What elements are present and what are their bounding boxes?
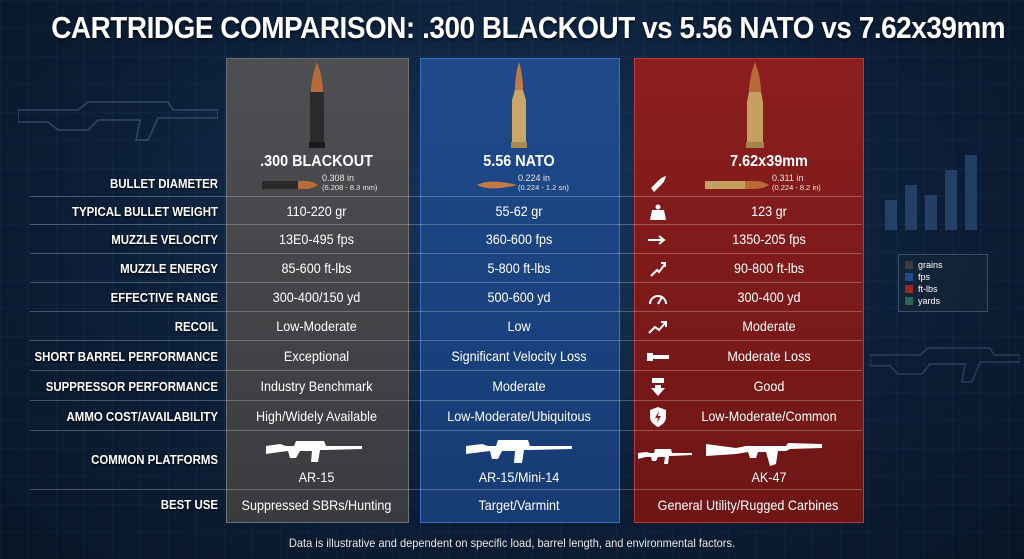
- label-bullet-diameter: BULLET DIAMETER: [109, 176, 218, 191]
- row-divider: [30, 370, 862, 371]
- cell-suppressor-300: Industry Benchmark: [260, 378, 373, 394]
- header-762x39: 7.62x39mm: [730, 153, 808, 170]
- legend-label: grains: [918, 260, 943, 270]
- small-ar-rifle-icon: [638, 449, 692, 464]
- row-divider: [30, 282, 862, 283]
- bullet-icon: [644, 174, 672, 194]
- legend: grains fps ft-lbs yards: [898, 254, 988, 312]
- barrel-icon: [644, 347, 672, 367]
- gauge-icon: [644, 288, 672, 308]
- label-muzzle-velocity: MUZZLE VELOCITY: [111, 232, 218, 247]
- cartridge-300-blackout-icon: [309, 62, 325, 148]
- cell-ammo-762: Low-Moderate/Common: [701, 408, 837, 424]
- cell-ammo-556: Low-Moderate/Ubiquitous: [447, 408, 591, 424]
- row-divider: [30, 489, 862, 490]
- cell-ammo-300: High/Widely Available: [256, 408, 377, 424]
- legend-item: ft-lbs: [905, 283, 981, 295]
- cell-velocity-300: 13E0-495 fps: [279, 231, 354, 247]
- legend-swatch: [905, 273, 913, 281]
- ar15-mini14-rifle-icon: [466, 440, 572, 463]
- cell-weight-556: 55-62 gr: [495, 203, 543, 219]
- label-suppressor: SUPPRESSOR PERFORMANCE: [45, 379, 218, 394]
- diameter-556: 0.224 in (0.224 - 1.2 sn): [518, 173, 569, 193]
- header-300-blackout: .300 BLACKOUT: [260, 153, 373, 170]
- left-rifle-silhouette-icon: [18, 101, 218, 141]
- cell-weight-300: 110-220 gr: [286, 203, 347, 219]
- footnote: Data is illustrative and dependent on sp…: [288, 536, 736, 550]
- label-recoil: RECOIL: [174, 319, 218, 334]
- cell-range-762: 300-400 yd: [737, 289, 801, 305]
- cell-velocity-556: 360-600 fps: [485, 231, 553, 247]
- cell-velocity-762: 1350-205 fps: [732, 231, 806, 247]
- cell-short-barrel-762: Moderate Loss: [727, 348, 811, 364]
- cartridge-556-nato-icon: [511, 62, 527, 148]
- cell-short-barrel-556: Significant Velocity Loss: [451, 348, 587, 364]
- legend-swatch: [905, 285, 913, 293]
- cell-best-use-556: Target/Varmint: [478, 497, 560, 513]
- row-divider: [30, 400, 862, 401]
- cell-range-300: 300-400/150 yd: [272, 289, 361, 305]
- cell-short-barrel-300: Exceptional: [283, 348, 350, 364]
- cell-best-use-300: Suppressed SBRs/Hunting: [241, 497, 392, 513]
- ak47-rifle-icon: [706, 443, 822, 466]
- row-divider: [30, 311, 862, 312]
- cell-recoil-300: Low-Moderate: [276, 318, 357, 334]
- shield-bolt-icon: [644, 407, 672, 427]
- legend-label: yards: [918, 296, 941, 306]
- impact-icon: [644, 259, 672, 279]
- legend-item: grains: [905, 259, 981, 271]
- cell-suppressor-556: Moderate: [492, 378, 546, 394]
- label-muzzle-energy: MUZZLE ENERGY: [120, 261, 218, 276]
- diameter-300: 0.308 in (6.208 - 8.3 mm): [322, 173, 378, 193]
- bullet-side-762-icon: [705, 181, 769, 189]
- label-effective-range: EFFECTIVE RANGE: [110, 290, 218, 305]
- page-title: CARTRIDGE COMPARISON: .300 BLACKOUT vs 5…: [51, 10, 1006, 45]
- right-chart-silhouette-icon: [885, 155, 977, 230]
- row-divider: [30, 340, 862, 341]
- cell-recoil-762: Moderate: [742, 318, 796, 334]
- cell-platform-762: AK-47: [751, 469, 787, 485]
- bullet-side-556-icon: [477, 181, 517, 189]
- ar15-rifle-icon: [266, 441, 362, 462]
- row-divider: [30, 196, 862, 197]
- label-short-barrel: SHORT BARREL PERFORMANCE: [34, 349, 218, 364]
- label-ammo: AMMO COST/AVAILABILITY: [66, 409, 218, 424]
- cell-energy-556: 5-800 ft-lbs: [487, 260, 551, 276]
- weight-icon: [644, 202, 672, 222]
- diameter-762: 0.311 in (0.224 - 8.2 in): [772, 173, 821, 193]
- arrow-icon: [644, 230, 672, 250]
- down-arrow-icon: [644, 377, 672, 397]
- row-divider: [30, 253, 862, 254]
- right-rifle-silhouette-icon: [870, 347, 1020, 383]
- cell-energy-300: 85-600 ft-lbs: [281, 260, 352, 276]
- trend-icon: [644, 317, 672, 337]
- legend-swatch: [905, 297, 913, 305]
- row-divider: [30, 224, 862, 225]
- cell-range-556: 500-600 yd: [487, 289, 551, 305]
- cell-platform-300: AR-15: [298, 469, 335, 485]
- label-platforms: COMMON PLATFORMS: [91, 452, 218, 467]
- cell-suppressor-762: Good: [753, 378, 785, 394]
- cell-best-use-762: General Utility/Rugged Carbines: [657, 497, 839, 513]
- label-best-use: BEST USE: [160, 497, 218, 512]
- header-556-nato: 5.56 NATO: [483, 153, 555, 170]
- legend-item: fps: [905, 271, 981, 283]
- cell-platform-556: AR-15/Mini-14: [478, 469, 560, 485]
- cell-recoil-556: Low: [507, 318, 531, 334]
- cartridge-762x39-icon: [746, 62, 764, 148]
- legend-item: yards: [905, 295, 981, 307]
- bullet-side-300-icon: [262, 181, 318, 189]
- legend-label: ft-lbs: [918, 284, 938, 294]
- label-bullet-weight: TYPICAL BULLET WEIGHT: [72, 204, 218, 219]
- legend-label: fps: [918, 272, 931, 282]
- cell-weight-762: 123 gr: [751, 203, 787, 219]
- legend-swatch: [905, 261, 913, 269]
- cell-energy-762: 90-800 ft-lbs: [733, 260, 805, 276]
- row-divider: [30, 430, 862, 431]
